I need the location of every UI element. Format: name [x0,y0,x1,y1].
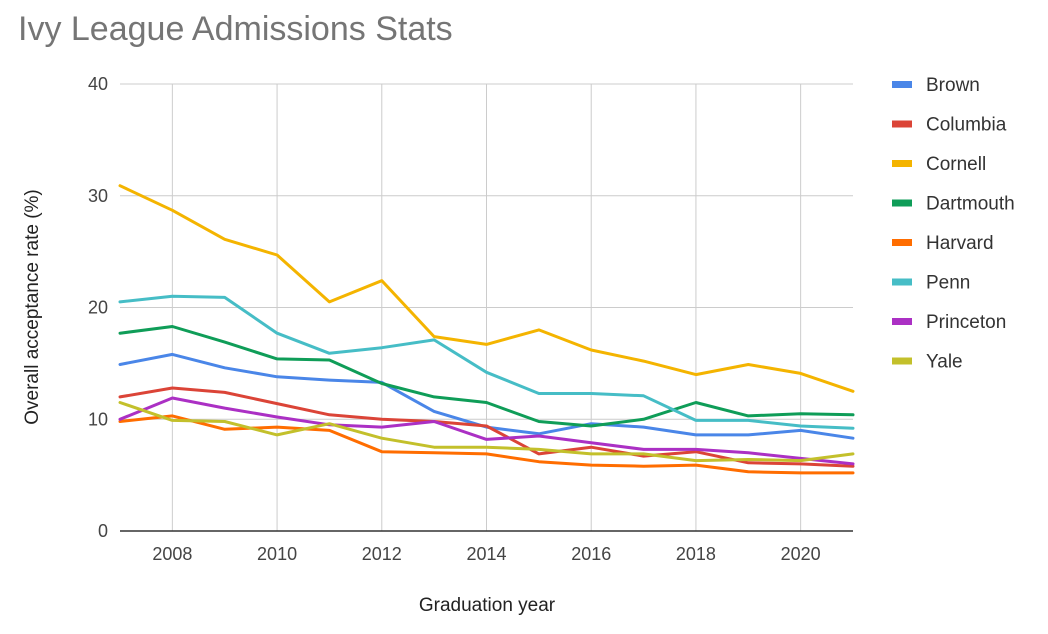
legend-label: Penn [926,273,970,294]
x-tick-label: 2012 [362,544,402,564]
legend-swatch [892,239,912,246]
legend-swatch [892,318,912,325]
legend-item-columbia: Columbia [892,115,1007,136]
x-tick-label: 2016 [571,544,611,564]
x-axis-label: Graduation year [419,595,556,616]
legend-item-cornell: Cornell [892,154,986,175]
y-tick-label: 40 [88,74,108,94]
x-tick-label: 2014 [466,544,506,564]
legend-item-yale: Yale [892,352,963,373]
legend-label: Cornell [926,154,986,175]
legend-label: Dartmouth [926,194,1015,215]
y-tick-label: 30 [88,186,108,206]
y-axis-label: Overall acceptance rate (%) [22,189,43,425]
series-line-dartmouth [118,325,855,428]
legend-label: Yale [926,352,963,373]
axis-layer: 0 10 20 30 40 2008 2010 2012 2014 2016 2018 2020 [88,74,853,564]
legend-item-brown: Brown [892,75,980,96]
legend-swatch [892,120,912,128]
y-tick-label: 20 [88,298,108,318]
legend-item-harvard: Harvard [892,233,994,254]
series-line-harvard [118,414,855,475]
x-tick-label: 2020 [781,544,821,564]
legend-swatch [892,199,912,207]
legend-swatch [892,81,912,88]
legend-item-princeton: Princeton [892,312,1006,333]
series-line-penn [118,294,855,430]
legend-label: Brown [926,75,980,96]
legend-item-penn: Penn [892,273,970,294]
legend-swatch [892,160,912,167]
series-line-princeton [118,396,855,466]
y-tick-label: 0 [98,521,108,541]
x-tick-label: 2010 [257,544,297,564]
legend-swatch [892,357,912,365]
legend-label: Harvard [926,233,994,254]
x-tick-label: 2018 [676,544,716,564]
series-line-cornell [118,184,855,393]
x-tick-label: 2008 [152,544,192,564]
y-tick-label: 10 [88,409,108,429]
legend: Brown Columbia Cornell Dartmouth Harvard Penn… [892,75,1015,373]
series-line-yale [118,401,855,463]
chart-title: Ivy League Admissions Stats [18,10,453,48]
legend-swatch [892,278,912,286]
legend-label: Columbia [926,115,1007,136]
legend-item-dartmouth: Dartmouth [892,194,1015,215]
legend-label: Princeton [926,312,1006,333]
grid-layer [120,83,853,531]
series-layer [118,184,855,475]
